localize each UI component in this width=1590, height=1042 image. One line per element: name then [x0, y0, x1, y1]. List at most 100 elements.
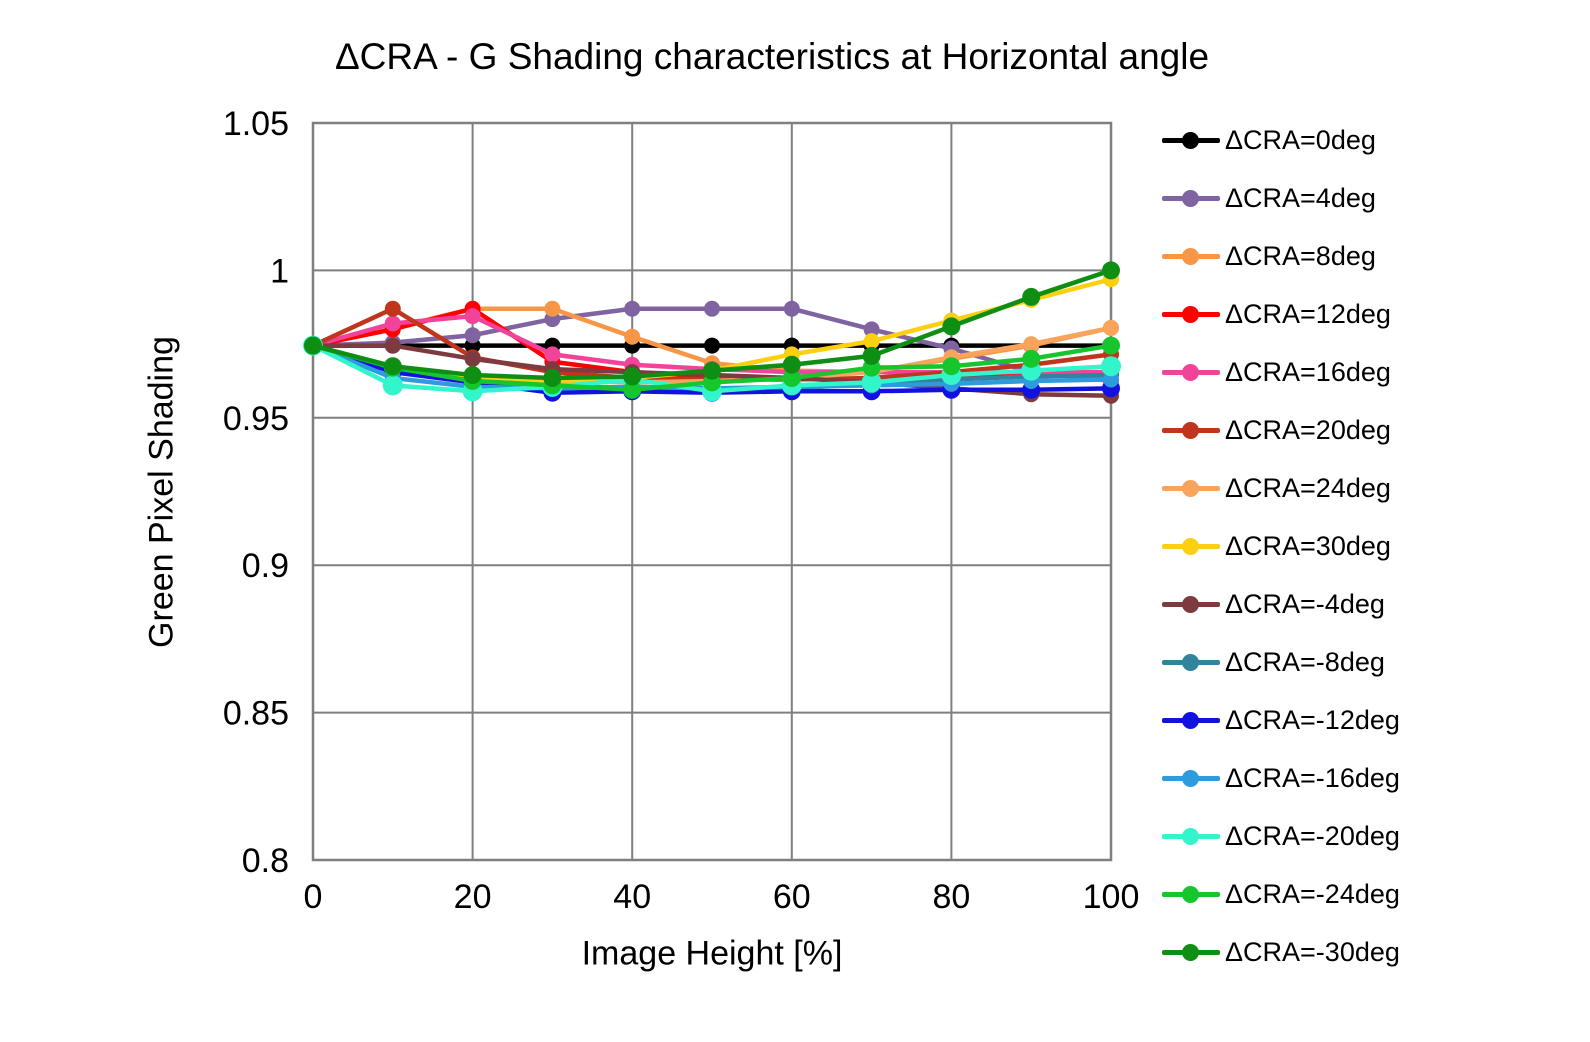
legend-marker-icon [1162, 827, 1220, 845]
y-tick-label: 1 [270, 252, 289, 290]
legend-marker-icon [1162, 943, 1220, 961]
legend-dot-swatch [1182, 537, 1199, 555]
y-tick-label: 1.05 [223, 105, 289, 143]
legend-dot-swatch [1182, 711, 1199, 729]
legend-item-cra-12deg: ΔCRA=-12deg [1162, 691, 1400, 749]
series-marker [704, 337, 720, 354]
series-marker [464, 308, 481, 325]
series-marker [783, 300, 800, 317]
legend-marker-icon [1162, 421, 1220, 439]
x-tick-label: 100 [1083, 878, 1140, 916]
y-axis-title: Green Pixel Shading [142, 336, 181, 648]
series-marker [544, 346, 561, 363]
plot-frame [311, 121, 1113, 862]
series-marker [1101, 356, 1121, 377]
legend-item-cra8deg: ΔCRA=8deg [1162, 227, 1400, 285]
series-marker [1102, 261, 1120, 280]
axis-tick-labels: 1.05 1 0.95 0.9 0.85 0.8 0 20 40 60 80 100 [223, 105, 1140, 916]
legend-item-cra-16deg: ΔCRA=-16deg [1162, 749, 1400, 807]
series-marker [861, 372, 882, 393]
x-tick-label: 60 [773, 878, 811, 916]
series-marker [384, 337, 401, 354]
series-marker [464, 327, 481, 344]
legend-dot-swatch [1182, 885, 1199, 903]
legend-item-cra12deg: ΔCRA=12deg [1162, 285, 1400, 343]
series-marker [862, 346, 881, 365]
legend-dot-swatch [1182, 653, 1199, 671]
legend-marker-icon [1162, 247, 1220, 265]
y-tick-label: 0.9 [242, 547, 289, 585]
x-tick-label: 80 [932, 878, 970, 916]
legend-marker-icon [1162, 189, 1220, 207]
series-marker [704, 300, 720, 317]
series-marker [1103, 371, 1119, 388]
series-marker [942, 317, 961, 336]
x-tick-label: 20 [454, 878, 492, 916]
series-marker [863, 321, 880, 338]
series-marker [464, 350, 481, 367]
legend-label: ΔCRA=-4deg [1225, 588, 1385, 619]
series-marker [304, 336, 322, 355]
legend-label: ΔCRA=-20deg [1225, 820, 1400, 851]
legend-label: ΔCRA=-24deg [1225, 878, 1400, 909]
x-axis-title: Image Height [%] [581, 934, 843, 973]
legend-marker-icon [1162, 131, 1220, 149]
legend-dot-swatch [1182, 131, 1199, 149]
series-marker [383, 357, 402, 376]
legend-dot-swatch [1182, 479, 1199, 497]
legend-label: ΔCRA=-30deg [1225, 936, 1400, 967]
series-marker [544, 300, 561, 317]
legend-marker-icon [1162, 769, 1220, 787]
legend-item-cra30deg: ΔCRA=30deg [1162, 517, 1400, 575]
y-tick-label: 0.95 [223, 400, 289, 438]
series-marker [1023, 336, 1040, 353]
legend-label: ΔCRA=-16deg [1225, 762, 1400, 793]
legend-label: ΔCRA=24deg [1225, 472, 1391, 503]
legend-marker-icon [1162, 595, 1220, 613]
legend-marker-icon [1162, 885, 1220, 903]
legend-item-cra-4deg: ΔCRA=-4deg [1162, 575, 1400, 633]
series-marker [382, 375, 403, 396]
legend-marker-icon [1162, 711, 1220, 729]
legend-item-cra-20deg: ΔCRA=-20deg [1162, 807, 1400, 865]
series-marker [1103, 319, 1119, 336]
legend-dot-swatch [1182, 827, 1199, 845]
series-cra-30deg [304, 261, 1120, 388]
legend-label: ΔCRA=12deg [1225, 298, 1391, 329]
legend-label: ΔCRA=0deg [1225, 124, 1376, 155]
legend-item-cra24deg: ΔCRA=24deg [1162, 459, 1400, 517]
series-marker [703, 361, 721, 380]
legend-item-cra0deg: ΔCRA=0deg [1162, 111, 1400, 169]
legend-item-cra-8deg: ΔCRA=-8deg [1162, 633, 1400, 691]
series-marker [624, 328, 641, 345]
x-tick-label: 40 [613, 878, 651, 916]
y-tick-label: 0.8 [242, 842, 289, 880]
legend-dot-swatch [1182, 363, 1199, 381]
series-marker [623, 367, 642, 386]
legend-marker-icon [1162, 305, 1220, 323]
chart-title: ΔCRA - G Shading characteristics at Hori… [334, 36, 1210, 77]
legend-item-cra-30deg: ΔCRA=-30deg [1162, 923, 1400, 981]
legend-label: ΔCRA=20deg [1225, 414, 1391, 445]
legend-dot-swatch [1182, 421, 1199, 439]
legend-marker-icon [1162, 653, 1220, 671]
legend-label: ΔCRA=-12deg [1225, 704, 1400, 735]
legend-dot-swatch [1182, 595, 1199, 613]
series-marker [782, 369, 801, 388]
legend-dot-swatch [1182, 943, 1199, 961]
legend-dot-swatch [1182, 189, 1199, 207]
series-marker [1022, 349, 1041, 368]
legend-dot-swatch [1182, 769, 1199, 787]
legend: ΔCRA=0deg ΔCRA=4deg ΔCRA=8deg ΔCRA=12deg ΔCR… [1162, 111, 1400, 981]
legend-marker-icon [1162, 479, 1220, 497]
gridlines [312, 122, 1112, 861]
series-marker [623, 380, 642, 399]
series-marker [782, 355, 801, 374]
series-marker [1102, 336, 1120, 355]
series-marker [1022, 287, 1041, 306]
legend-marker-icon [1162, 537, 1220, 555]
series-marker [384, 300, 401, 317]
legend-label: ΔCRA=4deg [1225, 182, 1376, 213]
